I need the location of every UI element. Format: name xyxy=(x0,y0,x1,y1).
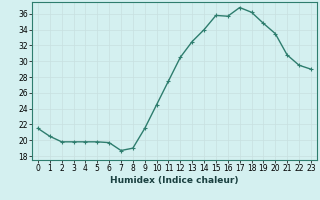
X-axis label: Humidex (Indice chaleur): Humidex (Indice chaleur) xyxy=(110,176,239,185)
